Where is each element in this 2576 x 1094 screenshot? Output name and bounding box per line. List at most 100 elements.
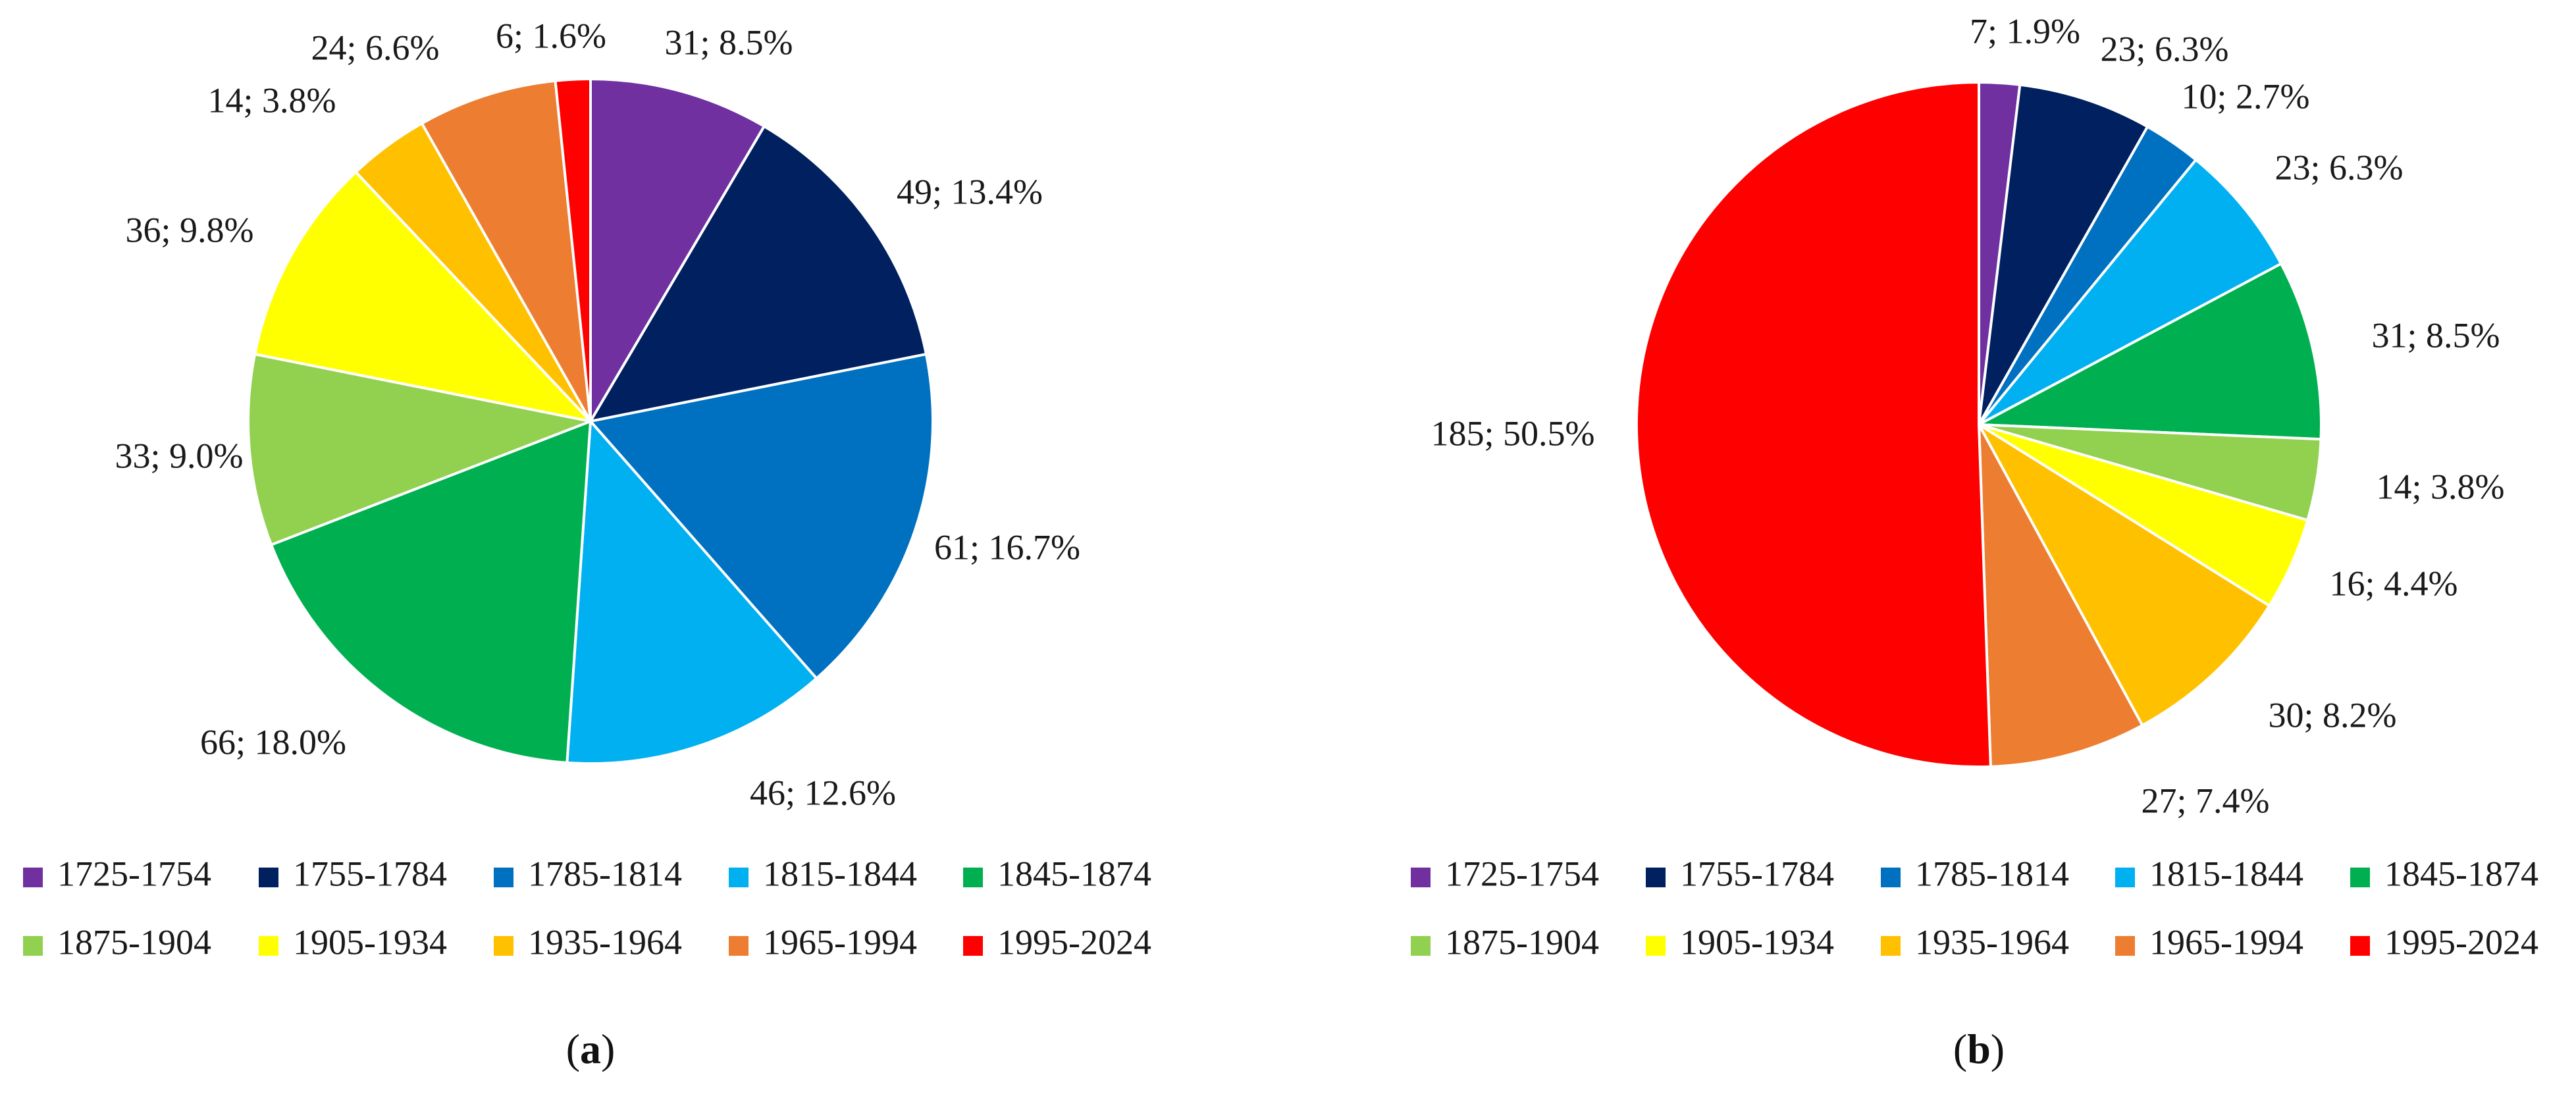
legend-swatch-1815-1844: [2115, 868, 2135, 887]
legend-swatch-1875-1904: [23, 936, 43, 956]
legend-item-1815-1844: 1815-1844: [729, 854, 917, 893]
pie-slice-b-1755-1784: [1978, 83, 2149, 426]
legend-item-1755-1784: 1755-1784: [259, 854, 447, 893]
legend-label-1845-1874: 1845-1874: [2384, 854, 2538, 893]
data-label-a-1755-1784: 49; 13.4%: [897, 172, 1043, 211]
data-label-a-1905-1934: 36; 9.8%: [126, 210, 254, 249]
legend-swatch-1725-1754: [23, 868, 43, 887]
data-label-b-1845-1874: 31; 8.5%: [2372, 315, 2500, 355]
data-label-b-1875-1904: 14; 3.8%: [2377, 467, 2505, 506]
legend-item-1905-1934: 1905-1934: [259, 922, 447, 962]
legend-swatch-1965-1994: [729, 936, 749, 956]
legend-label-1845-1874: 1845-1874: [997, 854, 1151, 893]
data-label-b-1815-1844: 23; 6.3%: [2275, 147, 2404, 187]
data-label-a-1935-1964: 14; 3.8%: [208, 80, 336, 120]
data-label-b-1905-1934: 16; 4.4%: [2330, 563, 2458, 603]
legend-item-1905-1934: 1905-1934: [1646, 922, 1834, 962]
legend-item-1995-2024: 1995-2024: [963, 922, 1151, 962]
pie-slice-a-1875-1904: [247, 353, 592, 546]
legend-swatch-1845-1874: [963, 868, 983, 887]
legend-swatch-1935-1964: [1881, 936, 1901, 956]
pie-slice-a-1995-2024: [554, 78, 592, 423]
legend-swatch-1905-1934: [1646, 936, 1666, 956]
legend-item-1935-1964: 1935-1964: [494, 922, 682, 962]
pie-slice-b-1995-2024: [1635, 81, 1992, 768]
data-label-a-1785-1814: 61; 16.7%: [934, 527, 1080, 567]
legend-item-1755-1784: 1755-1784: [1646, 854, 1834, 893]
legend-swatch-1785-1814: [494, 868, 513, 887]
pie-slices: [1635, 81, 2323, 768]
pie-slice-a-1785-1814: [589, 353, 934, 680]
legend-item-1995-2024: 1995-2024: [2350, 922, 2538, 962]
data-label-b-1965-1994: 27; 7.4%: [2142, 781, 2270, 820]
data-label-a-1845-1874: 66; 18.0%: [200, 722, 346, 762]
pie-slice-a-1725-1754: [589, 78, 766, 423]
pie-slice-a-1845-1874: [270, 420, 592, 764]
legend-swatch-1755-1784: [1646, 868, 1666, 887]
pie-slice-a-1965-1994: [420, 79, 592, 423]
data-label-a-1815-1844: 46; 12.6%: [750, 773, 896, 812]
legend-swatch-1815-1844: [729, 868, 749, 887]
legend-swatch-1995-2024: [963, 936, 983, 956]
legend-item-1815-1844: 1815-1844: [2115, 854, 2303, 893]
pie-slice-b-1935-1964: [1978, 423, 2271, 727]
data-label-a-1995-2024: 6; 1.6%: [496, 16, 606, 55]
legend-label-1995-2024: 1995-2024: [997, 922, 1151, 962]
legend-label-1875-1904: 1875-1904: [57, 922, 211, 962]
legend-label-1725-1754: 1725-1754: [57, 854, 211, 893]
legend-label-1755-1784: 1755-1784: [293, 854, 447, 893]
legend-label-1995-2024: 1995-2024: [2384, 922, 2538, 962]
legend-label-1905-1934: 1905-1934: [293, 922, 447, 962]
pie-slices: [247, 78, 934, 765]
data-label-a-1875-1904: 33; 9.0%: [115, 436, 244, 475]
legend-label-1965-1994: 1965-1994: [763, 922, 917, 962]
legend-label-1965-1994: 1965-1994: [2149, 922, 2303, 962]
legend-label-1755-1784: 1755-1784: [1680, 854, 1834, 893]
data-label-b-1935-1964: 30; 8.2%: [2269, 695, 2397, 735]
legend-swatch-1995-2024: [2350, 936, 2370, 956]
pie-slice-a-1905-1934: [253, 170, 592, 423]
pie-slice-b-1965-1994: [1978, 423, 2144, 768]
legend-swatch-1965-1994: [2115, 936, 2135, 956]
panel-label-b: (b): [1953, 1026, 2005, 1072]
legend: 1725-1754 1755-1784 1785-1814 1815-1844 1845…: [1411, 854, 2538, 962]
legend-swatch-1875-1904: [1411, 936, 1431, 956]
legend-item-1785-1814: 1785-1814: [494, 854, 682, 893]
pie-slice-b-1815-1844: [1978, 158, 2282, 426]
pie-panel-a: 31; 8.5% 49; 13.4% 61; 16.7% 46; 12.6% 66; 1…: [23, 16, 1151, 1072]
legend-label-1785-1814: 1785-1814: [1915, 854, 2069, 893]
legend-swatch-1845-1874: [2350, 868, 2370, 887]
data-labels: 31; 8.5% 49; 13.4% 61; 16.7% 46; 12.6% 66; 1…: [115, 16, 1081, 812]
pie-slice-a-1755-1784: [589, 124, 928, 423]
data-label-b-1785-1814: 10; 2.7%: [2182, 76, 2310, 116]
legend-swatch-1755-1784: [259, 868, 278, 887]
legend-label-1935-1964: 1935-1964: [528, 922, 682, 962]
panel-label-a: (a): [566, 1026, 616, 1072]
legend-item-1965-1994: 1965-1994: [2115, 922, 2303, 962]
legend-swatch-1785-1814: [1881, 868, 1901, 887]
legend-label-1785-1814: 1785-1814: [528, 854, 682, 893]
legend-item-1845-1874: 1845-1874: [963, 854, 1151, 893]
data-label-b-1995-2024: 185; 50.5%: [1431, 413, 1595, 453]
pie-slice-a-1815-1844: [565, 420, 818, 765]
legend-item-1725-1754: 1725-1754: [23, 854, 211, 893]
legend-label-1935-1964: 1935-1964: [1915, 922, 2069, 962]
legend-label-1725-1754: 1725-1754: [1445, 854, 1599, 893]
pie-panel-b: 7; 1.9% 23; 6.3% 10; 2.7% 23; 6.3% 31; 8.5% 1…: [1411, 11, 2538, 1072]
legend: 1725-1754 1755-1784 1785-1814 1815-1844 1845…: [23, 854, 1151, 962]
legend-item-1965-1994: 1965-1994: [729, 922, 917, 962]
legend-swatch-1905-1934: [259, 936, 278, 956]
legend-item-1845-1874: 1845-1874: [2350, 854, 2538, 893]
data-labels: 7; 1.9% 23; 6.3% 10; 2.7% 23; 6.3% 31; 8.5% 1…: [1431, 11, 2505, 820]
legend-item-1725-1754: 1725-1754: [1411, 854, 1599, 893]
data-label-a-1725-1754: 31; 8.5%: [665, 22, 793, 62]
legend-item-1875-1904: 1875-1904: [23, 922, 211, 962]
data-label-a-1965-1994: 24; 6.6%: [311, 28, 440, 67]
legend-label-1815-1844: 1815-1844: [763, 854, 917, 893]
legend-item-1875-1904: 1875-1904: [1411, 922, 1599, 962]
legend-item-1935-1964: 1935-1964: [1881, 922, 2069, 962]
legend-label-1875-1904: 1875-1904: [1445, 922, 1599, 962]
legend-label-1905-1934: 1905-1934: [1680, 922, 1834, 962]
legend-swatch-1935-1964: [494, 936, 513, 956]
